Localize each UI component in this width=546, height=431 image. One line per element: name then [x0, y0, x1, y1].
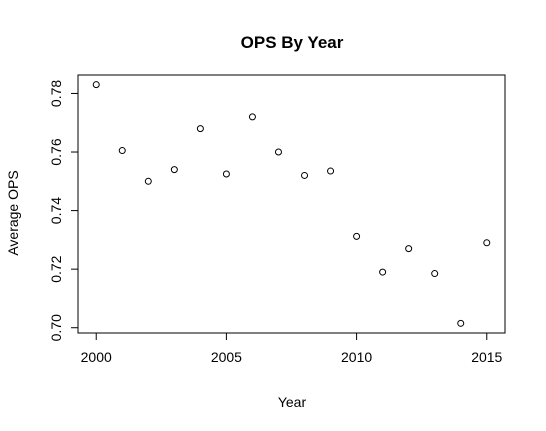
- data-point: [353, 232, 361, 240]
- x-axis: 2000 2005 2010 2015: [81, 332, 503, 365]
- x-tick-label: 2015: [471, 349, 502, 365]
- x-tick-label: 2010: [341, 349, 372, 365]
- data-point: [483, 239, 491, 247]
- x-axis-label: Year: [278, 394, 307, 410]
- data-point: [118, 147, 126, 155]
- data-points: [92, 81, 491, 327]
- data-point: [405, 245, 413, 253]
- y-tick-label: 0.70: [48, 314, 64, 341]
- y-tick-label: 0.78: [48, 80, 64, 107]
- data-point: [144, 177, 152, 185]
- y-tick-label: 0.76: [48, 138, 64, 165]
- x-tick-label: 2000: [81, 349, 112, 365]
- data-point: [327, 167, 335, 175]
- data-point: [457, 319, 465, 327]
- data-point: [92, 81, 100, 89]
- y-tick-label: 0.72: [48, 255, 64, 282]
- x-tick-label: 2005: [211, 349, 242, 365]
- data-point: [196, 125, 204, 133]
- data-point: [379, 268, 387, 276]
- data-point: [431, 270, 439, 278]
- plot-frame: [77, 74, 506, 334]
- data-point: [301, 171, 309, 179]
- data-point: [222, 170, 230, 178]
- data-point: [248, 113, 256, 121]
- y-tick-label: 0.74: [48, 197, 64, 224]
- data-point: [170, 166, 178, 174]
- y-axis-label: Average OPS: [5, 170, 21, 255]
- y-axis: 0.70 0.72 0.74 0.76 0.78: [48, 80, 79, 341]
- data-point: [274, 148, 282, 156]
- chart-title: OPS By Year: [241, 33, 344, 52]
